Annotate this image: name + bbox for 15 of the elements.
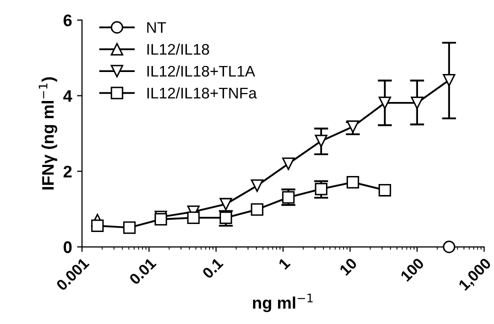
- legend-label: NT: [147, 22, 166, 33]
- x-tick-label: 1: [278, 257, 291, 270]
- legend-label: IL12/IL18+TL1A: [147, 65, 256, 77]
- y-tick-label: 0: [64, 241, 72, 254]
- x-tick-label: 0.1: [202, 257, 224, 280]
- x-tick-label: 10: [339, 257, 358, 276]
- y-axis-title: IFNγ (ng ml$^{−1}$): [38, 77, 58, 190]
- x-tick-label: 0.01: [128, 257, 157, 286]
- y-tick-label: 6: [64, 14, 72, 26]
- y-tick-label: 2: [64, 166, 72, 178]
- y-tick-label: 4: [63, 90, 72, 102]
- legend-label: IL12/IL18+TNFa: [147, 87, 257, 99]
- x-axis-title: ng ml$^{−1}$: [252, 294, 313, 312]
- legend-label: IL12/IL18: [147, 44, 210, 55]
- x-tick-label: 100: [400, 257, 425, 282]
